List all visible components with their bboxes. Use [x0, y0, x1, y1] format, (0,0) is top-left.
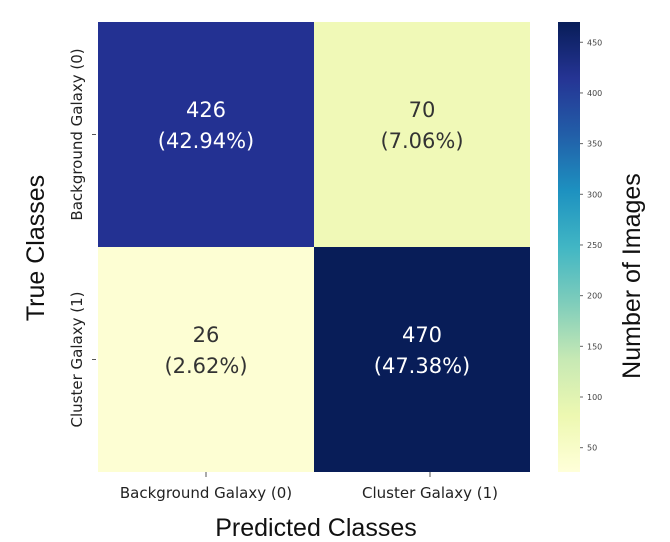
colorbar-title: Number of Images	[618, 173, 646, 379]
cell-count-label: 26	[193, 323, 220, 347]
heatmap-cell-labels: 426 (42.94%) 70 (7.06%) 26 (2.62%) 470 (47.38%)	[158, 98, 470, 378]
cell-count-label: 426	[186, 98, 226, 122]
colorbar	[558, 22, 580, 472]
x-tick-labels: Background Galaxy (0) Cluster Galaxy (1)	[120, 472, 498, 502]
x-tick-label: Cluster Galaxy (1)	[362, 484, 498, 502]
cell-percent-label: (7.06%)	[380, 129, 463, 153]
cell-percent-label: (47.38%)	[374, 354, 470, 378]
cell-count-label: 470	[402, 323, 442, 347]
colorbar-tick-label: 450	[587, 38, 602, 47]
heatmap-cell	[314, 247, 530, 472]
colorbar-tick-label: 400	[587, 89, 602, 98]
x-axis-title: Predicted Classes	[215, 514, 416, 542]
cell-percent-label: (42.94%)	[158, 129, 254, 153]
y-tick-label: Cluster Galaxy (1)	[68, 292, 86, 428]
y-tick-label: Background Galaxy (0)	[68, 48, 86, 220]
heatmap-cell	[98, 22, 314, 247]
cell-percent-label: (2.62%)	[164, 354, 247, 378]
colorbar-tick-label: 100	[587, 393, 602, 402]
heatmap-cells	[98, 22, 530, 472]
colorbar-tick-label: 350	[587, 140, 602, 149]
colorbar-tick-label: 250	[587, 241, 602, 250]
colorbar-tick-label: 200	[587, 292, 602, 301]
heatmap-cell	[314, 22, 530, 247]
colorbar-ticks: 50 100 150 200 250 300 350 400 450	[580, 38, 602, 453]
y-tick-labels: Background Galaxy (0) Cluster Galaxy (1)	[68, 48, 96, 427]
colorbar-tick-label: 50	[587, 444, 597, 453]
y-axis-title: True Classes	[22, 175, 50, 321]
x-tick-label: Background Galaxy (0)	[120, 484, 292, 502]
cell-count-label: 70	[409, 98, 436, 122]
colorbar-tick-label: 150	[587, 342, 602, 351]
heatmap-cell	[98, 247, 314, 472]
colorbar-tick-label: 300	[587, 190, 602, 199]
